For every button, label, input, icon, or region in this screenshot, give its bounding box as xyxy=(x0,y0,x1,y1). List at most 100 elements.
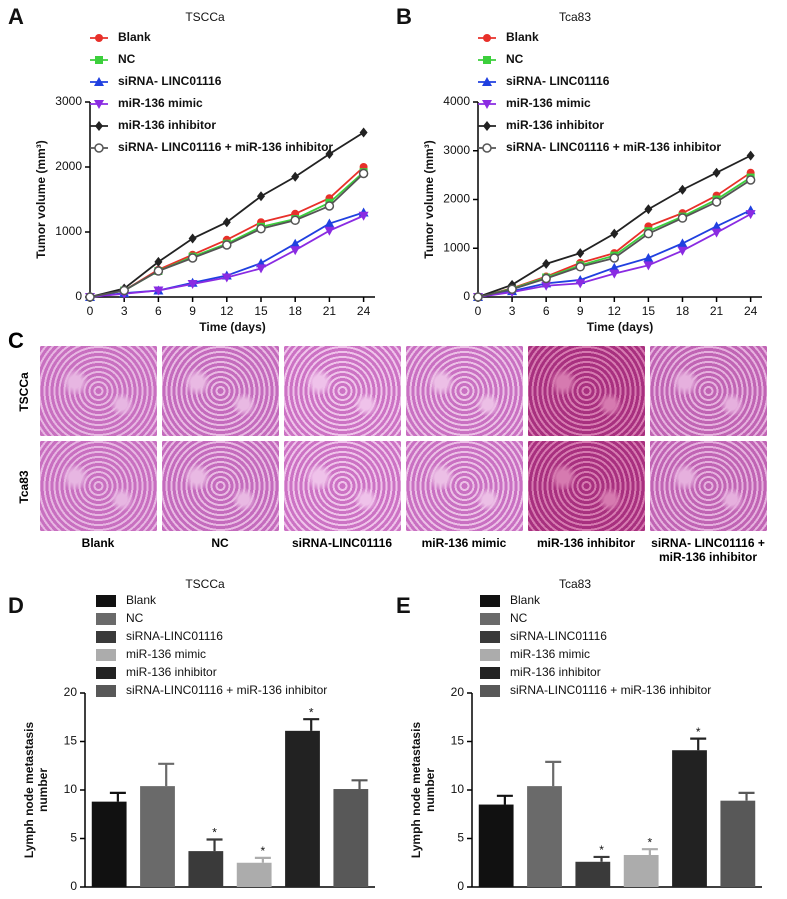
marker xyxy=(712,167,721,178)
error-bar xyxy=(254,856,271,863)
x-tick-label: 21 xyxy=(323,304,337,318)
significance-mark: * xyxy=(696,725,701,739)
histology-panel: C TSCCa Tca83 Blank NC siRNA-LINC01116 miR-13… xyxy=(0,328,787,574)
x-tick-label: 6 xyxy=(155,304,162,318)
legend-label: siRNA- LINC01116 xyxy=(118,74,222,88)
legend-label: Blank xyxy=(506,30,539,44)
y-tick-label: 4000 xyxy=(443,94,470,108)
y-tick-label: 0 xyxy=(463,289,470,303)
marker xyxy=(256,264,266,274)
error-bar xyxy=(641,848,658,855)
legend-marker xyxy=(482,143,492,153)
marker xyxy=(290,238,301,248)
histology-image xyxy=(40,441,157,531)
x-axis-label: Time (days) xyxy=(587,320,653,334)
legend-swatch xyxy=(480,667,500,679)
bar xyxy=(527,786,562,887)
bar xyxy=(575,861,611,887)
legend-label: miR-136 mimic xyxy=(126,647,206,661)
legend-label: siRNA-LINC01116 xyxy=(126,629,223,643)
x-axis-label: Time (days) xyxy=(199,320,265,334)
significance-mark: * xyxy=(648,835,653,849)
marker xyxy=(290,215,300,226)
histology-image xyxy=(284,441,401,531)
y-tick-label: 1000 xyxy=(443,240,470,254)
y-axis-label: Tumor volume (mm³) xyxy=(34,140,48,258)
legend-swatch xyxy=(480,595,500,607)
x-tick-label: 0 xyxy=(87,304,94,318)
marker xyxy=(643,253,654,262)
x-tick-label: 3 xyxy=(509,304,516,318)
legend-label: NC xyxy=(118,52,136,66)
legend-label: Blank xyxy=(118,30,151,44)
marker xyxy=(711,228,722,238)
marker xyxy=(221,273,232,283)
marker xyxy=(609,253,620,263)
legend-marker xyxy=(483,121,491,131)
error-bar xyxy=(593,855,610,862)
marker xyxy=(85,292,95,302)
legend-swatch xyxy=(96,649,116,661)
histology-image xyxy=(650,441,767,531)
marker xyxy=(576,248,585,259)
marker xyxy=(187,253,198,263)
marker xyxy=(359,127,368,138)
marker xyxy=(643,228,654,239)
marker xyxy=(257,191,265,202)
legend-swatch xyxy=(96,613,116,625)
legend-label: miR-136 inhibitor xyxy=(510,665,601,679)
y-tick-label: 15 xyxy=(64,734,78,748)
significance-mark: * xyxy=(212,826,217,840)
column-label: Blank xyxy=(81,536,115,550)
legend-label: miR-136 inhibitor xyxy=(126,665,217,679)
significance-mark: * xyxy=(261,844,266,858)
y-tick-label: 0 xyxy=(457,879,464,893)
legend-marker xyxy=(94,143,104,153)
error-bar xyxy=(351,779,368,790)
chart-title: TSCCa xyxy=(185,577,225,591)
legend-marker xyxy=(483,34,491,42)
marker xyxy=(153,266,164,276)
y-tick-label: 10 xyxy=(64,782,78,796)
legend-label: NC xyxy=(126,611,144,625)
chart-title: Tca83 xyxy=(559,577,591,591)
column-label: miR-136 inhibitor xyxy=(536,536,635,550)
marker xyxy=(222,217,231,228)
marker xyxy=(609,262,620,272)
x-tick-label: 6 xyxy=(543,304,550,318)
bar xyxy=(285,730,320,887)
marker xyxy=(222,240,232,250)
marker xyxy=(677,213,688,223)
y-tick-label: 10 xyxy=(451,782,465,796)
significance-mark: * xyxy=(599,843,604,857)
legend-swatch xyxy=(96,631,116,643)
y-tick-label: 3000 xyxy=(443,143,470,157)
legend-marker xyxy=(482,100,492,109)
panel-letter: B xyxy=(396,4,412,29)
x-tick-label: 9 xyxy=(577,304,584,318)
marker xyxy=(542,258,551,269)
marker xyxy=(153,286,164,296)
bar xyxy=(188,851,224,887)
marker xyxy=(644,204,653,215)
marker xyxy=(358,168,369,179)
marker xyxy=(677,246,688,256)
legend-marker xyxy=(95,121,103,131)
legend-swatch xyxy=(480,649,500,661)
y-tick-label: 20 xyxy=(64,685,78,699)
legend-label: siRNA- LINC01116 xyxy=(506,74,610,88)
legend-marker xyxy=(94,77,104,86)
marker xyxy=(324,201,335,211)
y-tick-label: 2000 xyxy=(443,192,470,206)
x-tick-label: 9 xyxy=(189,304,196,318)
histology-image xyxy=(406,346,523,436)
legend-label: siRNA-LINC01116 xyxy=(510,629,607,643)
marker xyxy=(610,228,619,239)
legend-label: siRNA-LINC01116 + miR-136 inhibitor xyxy=(126,683,327,697)
histology-image xyxy=(40,346,157,436)
bar xyxy=(140,786,175,887)
x-tick-label: 21 xyxy=(710,304,724,318)
y-tick-label: 5 xyxy=(457,831,464,845)
chart-title: TSCCa xyxy=(185,10,225,24)
marker xyxy=(358,211,369,221)
